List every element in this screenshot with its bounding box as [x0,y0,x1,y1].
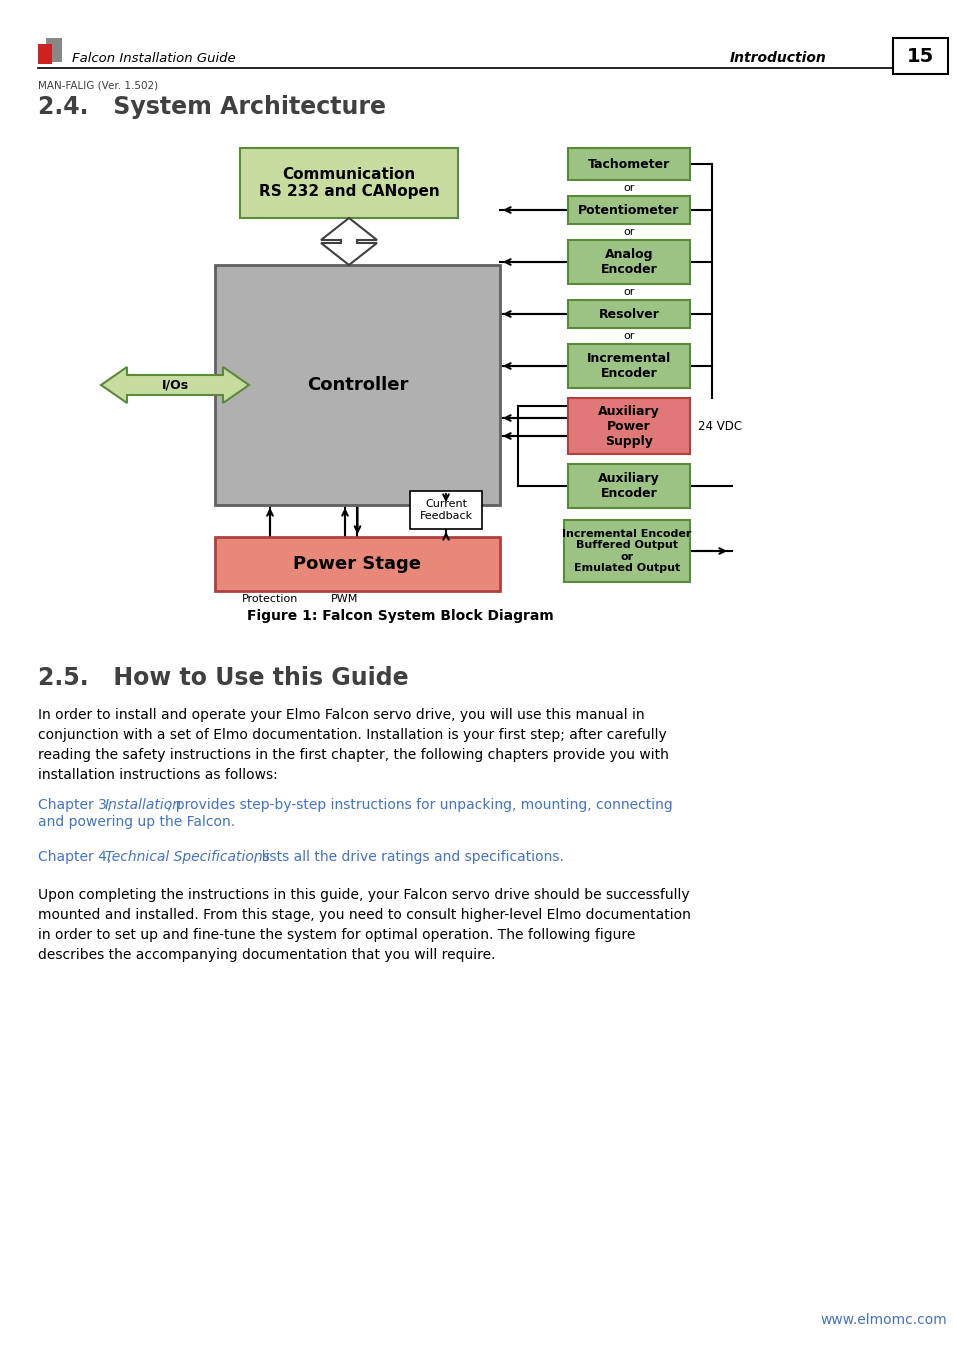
Bar [240,148,457,217]
Bar [567,344,689,387]
Text: Communication
RS 232 and CANopen: Communication RS 232 and CANopen [258,167,439,200]
Text: I/Os: I/Os [161,378,189,392]
Text: Power Stage: Power Stage [294,555,421,572]
Text: Incremental Encoder
Buffered Output
or
Emulated Output: Incremental Encoder Buffered Output or E… [561,529,691,574]
Bar [567,398,689,454]
Bar [567,300,689,328]
Text: Potentiometer: Potentiometer [578,204,679,216]
Bar [38,45,52,63]
Text: Analog
Encoder: Analog Encoder [600,248,657,275]
Text: , provides step-by-step instructions for unpacking, mounting, connecting: , provides step-by-step instructions for… [167,798,672,811]
Bar [567,148,689,180]
Text: In order to install and operate your Elmo Falcon servo drive, you will use this : In order to install and operate your Elm… [38,707,668,782]
Text: or: or [622,288,634,297]
Text: or: or [622,184,634,193]
Text: Figure 1: Falcon System Block Diagram: Figure 1: Falcon System Block Diagram [247,609,553,622]
Bar [563,520,689,582]
Text: Tachometer: Tachometer [587,158,669,170]
Text: PWM: PWM [331,594,358,603]
Text: or: or [622,227,634,238]
Text: Current
Feedback: Current Feedback [419,500,472,521]
Bar [46,38,62,62]
Text: Auxiliary
Power
Supply: Auxiliary Power Supply [598,405,659,447]
Text: 2.4.   System Architecture: 2.4. System Architecture [38,95,386,119]
Text: , lists all the drive ratings and specifications.: , lists all the drive ratings and specif… [253,850,563,864]
Polygon shape [320,217,376,265]
Bar [892,38,947,74]
Text: 15: 15 [905,46,933,66]
Polygon shape [101,367,249,404]
Text: www.elmomc.com: www.elmomc.com [820,1314,945,1327]
Bar [567,240,689,284]
Text: Controller: Controller [307,377,408,394]
Text: or: or [622,331,634,342]
Text: Upon completing the instructions in this guide, your Falcon servo drive should b: Upon completing the instructions in this… [38,888,690,963]
Text: 2.5.   How to Use this Guide: 2.5. How to Use this Guide [38,666,408,690]
Text: Falcon Installation Guide: Falcon Installation Guide [71,51,235,65]
Text: Protection: Protection [241,594,298,603]
Text: MAN-FALIG (Ver. 1.502): MAN-FALIG (Ver. 1.502) [38,80,158,90]
Text: Auxiliary
Encoder: Auxiliary Encoder [598,472,659,499]
Text: Resolver: Resolver [598,308,659,320]
Bar [567,464,689,508]
Text: Chapter 4,: Chapter 4, [38,850,115,864]
Bar [567,196,689,224]
Text: Technical Specifications: Technical Specifications [105,850,270,864]
Text: Chapter 3,: Chapter 3, [38,798,115,811]
Text: and powering up the Falcon.: and powering up the Falcon. [38,815,234,829]
Bar [410,491,481,529]
Text: Incremental
Encoder: Incremental Encoder [586,352,670,379]
Text: Introduction: Introduction [729,51,826,65]
Text: 24 VDC: 24 VDC [698,420,741,432]
Bar [214,265,499,505]
Text: Installation: Installation [105,798,182,811]
Bar [214,537,499,591]
